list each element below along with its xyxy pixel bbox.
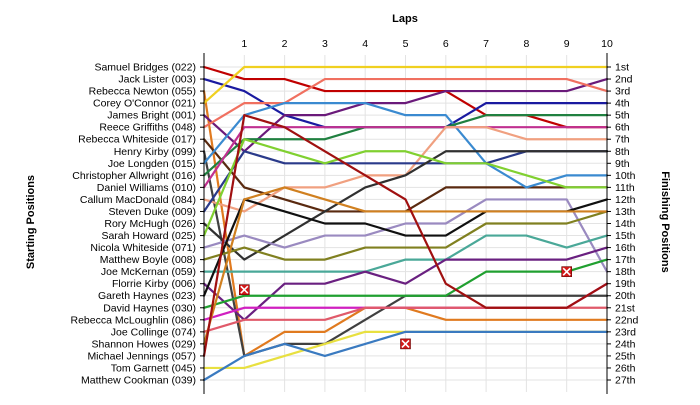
starting-position-label: David Haynes (030): [103, 302, 196, 314]
finishing-position-label: 13th: [615, 206, 636, 218]
retirement-markers: [239, 266, 573, 350]
series-line: [202, 102, 609, 189]
lap-tick-label: 10: [601, 38, 613, 50]
x-axis-title: Laps: [392, 13, 418, 25]
starting-position-label: Corey O'Connor (021): [93, 98, 196, 110]
finishing-position-label: 27th: [615, 375, 636, 387]
starting-position-label: Steven Duke (009): [108, 206, 196, 218]
series-line: [202, 186, 609, 345]
starting-position-label: Henry Kirby (099): [114, 146, 196, 158]
starting-position-label: Nicola Whiteside (071): [90, 242, 196, 254]
right-axis-title: Finishing Positions: [659, 171, 671, 272]
finishing-position-label: 1st: [615, 62, 629, 74]
finishing-position-label: 2nd: [615, 74, 633, 86]
finishing-position-label: 6th: [615, 122, 630, 134]
series-line: [202, 114, 609, 358]
lap-tick-label: 4: [362, 38, 368, 50]
starting-position-label: Matthew Cookman (039): [81, 375, 196, 387]
starting-position-label: Joe McKernan (059): [101, 266, 196, 278]
marker-cross: [401, 339, 410, 348]
finishing-position-label: 22nd: [615, 314, 639, 326]
axes: [200, 53, 611, 394]
finishing-position-label: 25th: [615, 350, 636, 362]
series-line: [202, 330, 609, 382]
series-line: [202, 77, 609, 129]
series-line: [202, 65, 609, 129]
axis-labels: Samuel Bridges (022)Jack Lister (003)Reb…: [71, 38, 639, 387]
finishing-position-label: 10th: [615, 170, 636, 182]
lap-tick-label: 8: [523, 38, 529, 50]
finishing-position-label: 20th: [615, 290, 636, 302]
retirement-marker: [561, 266, 573, 277]
starting-position-label: Matthew Boyle (008): [100, 254, 196, 266]
series-line: [202, 138, 609, 237]
starting-position-label: James Bright (001): [107, 110, 196, 122]
starting-position-label: Joe Collinge (074): [111, 326, 196, 338]
finishing-position-label: 21st: [615, 302, 635, 314]
finishing-position-label: 7th: [615, 134, 630, 146]
retirement-marker: [400, 338, 411, 350]
finishing-position-label: 16th: [615, 242, 636, 254]
series-lines: [202, 65, 609, 382]
finishing-position-label: 12th: [615, 194, 636, 206]
finishing-position-label: 11th: [615, 182, 635, 194]
lap-tick-label: 2: [282, 38, 288, 50]
series-line: [202, 210, 609, 261]
finishing-position-label: 26th: [615, 362, 636, 374]
retirement-marker: [239, 284, 250, 296]
lap-tick-label: 5: [403, 38, 409, 50]
starting-position-label: Gareth Haynes (023): [98, 290, 196, 302]
starting-position-label: Tom Garnett (045): [111, 362, 196, 374]
finishing-position-label: 18th: [615, 266, 636, 278]
lap-tick-label: 7: [483, 38, 489, 50]
finishing-position-label: 24th: [615, 338, 636, 350]
lap-tick-label: 3: [322, 38, 328, 50]
finishing-position-label: 4th: [615, 98, 630, 110]
series-line: [202, 234, 609, 273]
starting-position-label: Michael Jennings (057): [87, 350, 196, 362]
starting-position-label: Callum MacDonald (084): [80, 194, 196, 206]
lap-tick-label: 6: [443, 38, 449, 50]
starting-position-label: Daniel Williams (010): [97, 182, 196, 194]
finishing-position-label: 8th: [615, 146, 630, 158]
series-line: [202, 258, 609, 309]
starting-position-label: Rebecca Newton (055): [89, 86, 196, 98]
starting-position-label: Rebecca McLoughlin (086): [71, 314, 197, 326]
finishing-position-label: 23rd: [615, 326, 636, 338]
lap-tick-label: 9: [564, 38, 570, 50]
starting-position-label: Rebecca Whiteside (017): [78, 134, 196, 146]
marker-cross: [240, 285, 249, 294]
left-axis-title: Starting Positions: [25, 175, 37, 269]
finishing-position-label: 9th: [615, 158, 630, 170]
starting-position-label: Joe Longden (015): [108, 158, 196, 170]
series-line: [202, 126, 609, 189]
starting-position-label: Christopher Allwright (016): [72, 170, 196, 182]
lap-tick-label: 1: [241, 38, 247, 50]
finishing-position-label: 5th: [615, 110, 630, 122]
starting-position-label: Shannon Howes (029): [92, 338, 196, 350]
series-line: [202, 65, 609, 105]
finishing-position-label: 17th: [615, 254, 636, 266]
starting-position-label: Samuel Bridges (022): [94, 62, 196, 74]
series-line: [202, 198, 609, 273]
marker-cross: [562, 267, 571, 276]
starting-position-label: Reece Griffiths (048): [99, 122, 196, 134]
finishing-position-label: 15th: [615, 230, 636, 242]
starting-position-label: Jack Lister (003): [118, 74, 196, 86]
finishing-position-label: 19th: [615, 278, 636, 290]
starting-position-label: Rory McHugh (026): [104, 218, 196, 230]
finishing-position-label: 14th: [615, 218, 636, 230]
starting-position-label: Florrie Kirby (006): [112, 278, 196, 290]
finishing-position-label: 3rd: [615, 86, 630, 98]
starting-position-label: Sarah Howard (025): [101, 230, 196, 242]
